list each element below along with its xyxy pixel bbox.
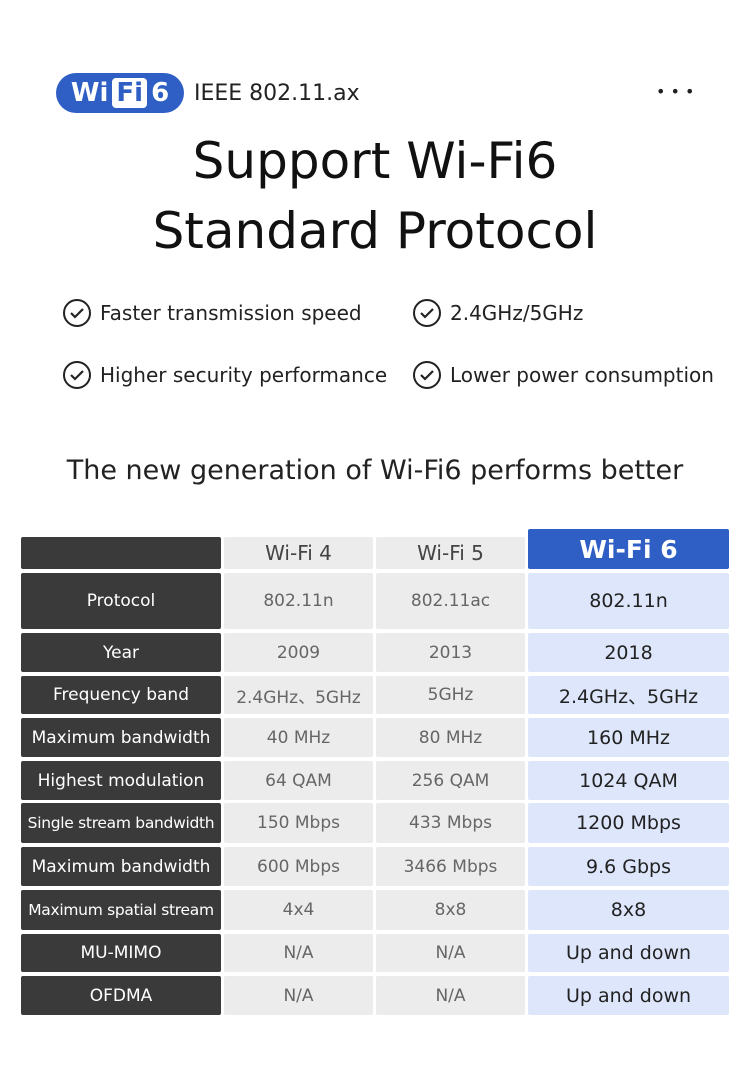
table-cell: 64 QAM — [224, 761, 373, 800]
standard-label: IEEE 802.11.ax — [194, 81, 360, 106]
wifi-logo: Wi Fi 6 — [56, 73, 184, 113]
feature: Lower power consumption — [412, 360, 714, 390]
table-cell: N/A — [224, 976, 373, 1015]
table-cell: 256 QAM — [376, 761, 525, 800]
table-cell: N/A — [224, 934, 373, 972]
check-icon — [413, 299, 441, 327]
table-cell: 802.11ac — [376, 573, 525, 629]
table-cell: 600 Mbps — [224, 847, 373, 886]
logo-six: 6 — [151, 78, 170, 108]
feature: 2.4GHz/5GHz — [412, 298, 583, 328]
table-cell: 8x8 — [376, 890, 525, 930]
column-header: Wi-Fi 4 — [224, 537, 373, 569]
menu-button[interactable]: • • • — [656, 82, 695, 101]
feature-text: 2.4GHz/5GHz — [450, 301, 584, 325]
row-label: MU-MIMO — [21, 934, 221, 972]
table-cell: 802.11n — [224, 573, 373, 629]
table-cell: 5GHz — [376, 676, 525, 714]
row-label: Maximum spatial stream — [21, 890, 221, 930]
table-cell: 433 Mbps — [376, 803, 525, 843]
feature: Faster transmission speed — [62, 298, 362, 328]
row-label: OFDMA — [21, 976, 221, 1015]
check-icon — [413, 361, 441, 389]
table-cell: 3466 Mbps — [376, 847, 525, 886]
row-label: Frequency band — [21, 676, 221, 714]
title-line: Standard Protocol — [152, 202, 598, 260]
table-cell: N/A — [376, 976, 525, 1015]
logo-fi: Fi — [112, 78, 148, 108]
table-cell: Up and down — [528, 934, 729, 972]
row-label: Highest modulation — [21, 761, 221, 800]
table-cell: 9.6 Gbps — [528, 847, 729, 886]
row-label: Protocol — [21, 573, 221, 629]
table-cell: 2.4GHz、5GHz — [224, 676, 373, 714]
column-header: Wi-Fi 6 — [528, 529, 729, 569]
table-cell: 2018 — [528, 633, 729, 672]
header-cell — [21, 537, 221, 569]
feature-text: Faster transmission speed — [100, 301, 362, 325]
row-label: Maximum bandwidth — [21, 718, 221, 757]
table-cell: 160 MHz — [528, 718, 729, 757]
row-label: Maximum bandwidth — [21, 847, 221, 886]
table-cell: 2013 — [376, 633, 525, 672]
subtitle: The new generation of Wi-Fi6 performs be… — [66, 455, 684, 486]
table-cell: 40 MHz — [224, 718, 373, 757]
logo-wi: Wi — [70, 78, 109, 108]
table-cell: 1024 QAM — [528, 761, 729, 800]
table-cell: 2009 — [224, 633, 373, 672]
table-cell: N/A — [376, 934, 525, 972]
feature: Higher security performance — [62, 360, 387, 390]
check-icon — [63, 299, 91, 327]
check-icon — [63, 361, 91, 389]
title-line: Support Wi-Fi6 — [192, 132, 558, 190]
row-label: Year — [21, 633, 221, 672]
table-cell: 4x4 — [224, 890, 373, 930]
table-cell: 150 Mbps — [224, 803, 373, 843]
column-header: Wi-Fi 5 — [376, 537, 525, 569]
table-cell: 2.4GHz、5GHz — [528, 676, 729, 714]
table-cell: 8x8 — [528, 890, 729, 930]
table-cell: 80 MHz — [376, 718, 525, 757]
table-cell: 1200 Mbps — [528, 803, 729, 843]
table-cell: 802.11n — [528, 573, 729, 629]
feature-text: Higher security performance — [100, 363, 388, 387]
table-cell: Up and down — [528, 976, 729, 1015]
row-label: Single stream bandwidth — [21, 803, 221, 843]
feature-text: Lower power consumption — [450, 363, 714, 387]
